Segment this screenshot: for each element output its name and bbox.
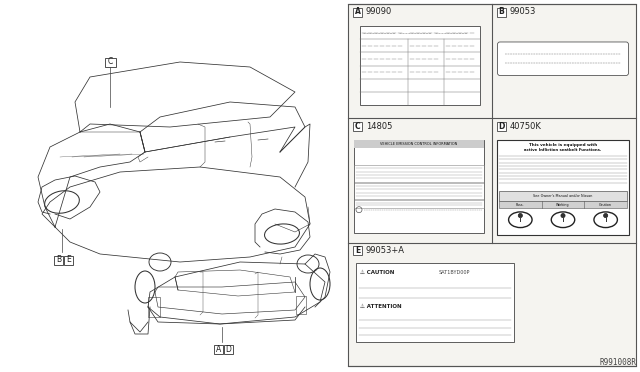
Bar [354,140,484,148]
Text: E: E [66,256,71,264]
Circle shape [561,214,565,218]
Bar [356,263,515,342]
Bar [499,191,627,201]
Text: active Infliction seatbelt Functions.: active Infliction seatbelt Functions. [524,148,602,153]
Bar [214,344,223,353]
Text: C: C [355,122,360,131]
Bar [497,122,506,131]
Text: C: C [108,58,113,67]
Bar [148,297,160,317]
Bar [296,296,306,314]
Bar [497,7,506,16]
Bar [354,140,484,233]
Text: 99053: 99053 [510,7,536,16]
Text: ⚠ ATTENTION: ⚠ ATTENTION [360,304,402,309]
Text: A: A [355,7,360,16]
Bar [64,256,73,264]
Text: This vehicle is equipped with: This vehicle is equipped with [529,143,597,147]
Bar [348,4,636,366]
Text: B: B [56,256,61,264]
Text: ⚠ CAUTION: ⚠ CAUTION [360,270,394,275]
Text: 14805: 14805 [366,122,392,131]
Bar [354,165,484,182]
Circle shape [518,214,522,218]
Text: 99090: 99090 [366,7,392,16]
Bar [360,26,480,105]
Text: See Owner's Manual and/or Nissan: See Owner's Manual and/or Nissan [533,194,593,198]
Text: Working: Working [556,203,570,206]
Bar [104,58,115,67]
Text: SAT1BYD00P: SAT1BYD00P [438,270,470,275]
Bar [497,140,629,235]
Text: Caution: Caution [599,203,612,206]
Text: VEHICLE EMISSION CONTROL INFORMATION: VEHICLE EMISSION CONTROL INFORMATION [380,142,458,146]
Text: D: D [499,122,505,131]
Bar [353,122,362,131]
Text: 99053+A: 99053+A [366,246,405,256]
Text: 40750K: 40750K [510,122,542,131]
Text: A: A [216,344,221,353]
Bar [54,256,63,264]
Circle shape [604,214,608,218]
FancyBboxPatch shape [497,42,628,76]
Bar [224,344,233,353]
Bar [354,183,484,199]
Bar [499,201,627,208]
Bar [353,246,362,256]
Bar [353,7,362,16]
Text: Pass.: Pass. [516,203,525,206]
Text: E: E [355,246,360,256]
Text: B: B [499,7,504,16]
Text: R991008R: R991008R [600,358,637,367]
Bar [354,201,484,208]
Text: D: D [225,344,232,353]
